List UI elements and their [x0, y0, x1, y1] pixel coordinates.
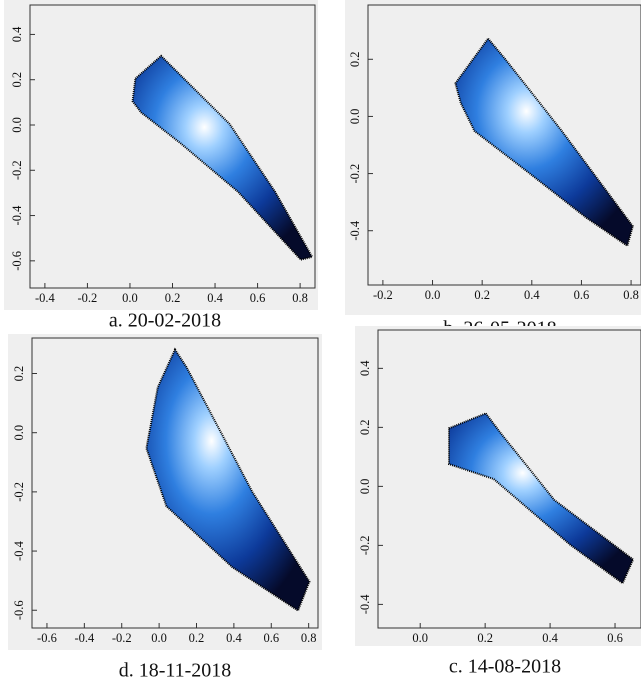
panel-background	[4, 0, 318, 310]
x-tick-label: 0.4	[226, 631, 242, 645]
panel-background	[355, 326, 641, 646]
y-tick-label: 0.2	[358, 420, 372, 436]
y-tick-label: 0.4	[358, 360, 372, 376]
panel-caption: d. 18-11-2018	[119, 660, 232, 682]
x-tick-label: 0.8	[301, 631, 317, 645]
x-tick-label: -0.6	[37, 631, 57, 645]
panel-caption: c. 14-08-2018	[449, 656, 561, 678]
density-cloud	[131, 54, 314, 261]
plot-frame	[377, 329, 641, 629]
y-tick-label: -0.6	[12, 600, 26, 620]
y-tick-label: 0.2	[10, 72, 24, 88]
x-tick-label: 0.0	[151, 631, 167, 645]
x-tick-label: 0.4	[524, 288, 540, 302]
y-tick-label: -0.4	[358, 594, 372, 615]
x-tick-label: 0.6	[607, 631, 623, 645]
y-tick-label: 0.4	[10, 26, 24, 42]
x-tick-label: 0.2	[189, 631, 205, 645]
x-tick-label: -0.4	[35, 291, 56, 305]
x-tick-label: 0.2	[474, 288, 490, 302]
x-tick-label: 0.0	[122, 291, 138, 305]
y-tick-label: 0.0	[12, 425, 26, 441]
plot-frame	[367, 4, 641, 286]
density-cloud	[448, 412, 635, 585]
y-tick-label: -0.4	[10, 205, 24, 226]
x-tick-label: -0.2	[112, 631, 132, 645]
x-tick-label: 0.6	[263, 631, 279, 645]
y-tick-label: -0.6	[10, 251, 24, 271]
density-cloud	[454, 36, 634, 248]
y-tick-label: 0.2	[348, 51, 362, 67]
density-cloud	[145, 347, 311, 613]
panel-caption: a. 20-02-2018	[109, 310, 221, 332]
y-tick-label: 0.0	[10, 117, 24, 133]
x-tick-label: 0.0	[412, 631, 428, 645]
y-tick-label: 0.0	[348, 109, 362, 125]
y-tick-label: -0.2	[12, 482, 26, 502]
y-tick-label: -0.4	[348, 220, 362, 241]
y-tick-label: -0.2	[358, 535, 372, 555]
x-tick-label: 0.2	[165, 291, 181, 305]
x-tick-label: 0.4	[542, 631, 558, 645]
x-tick-label: 0.4	[207, 291, 223, 305]
y-tick-label: -0.2	[348, 164, 362, 184]
x-tick-label: 0.2	[477, 631, 493, 645]
y-tick-label: 0.0	[358, 479, 372, 495]
y-tick-label: -0.4	[12, 540, 26, 561]
plot-frame	[31, 337, 319, 629]
x-tick-label: 0.6	[574, 288, 590, 302]
x-tick-label: 0.8	[623, 288, 639, 302]
y-tick-label: 0.2	[12, 366, 26, 382]
x-tick-label: 0.0	[425, 288, 441, 302]
y-tick-label: -0.2	[10, 160, 24, 180]
x-tick-label: -0.2	[78, 291, 98, 305]
x-tick-label: -0.2	[373, 288, 393, 302]
x-tick-label: 0.6	[250, 291, 266, 305]
x-tick-label: 0.8	[292, 291, 308, 305]
x-tick-label: -0.4	[74, 631, 95, 645]
